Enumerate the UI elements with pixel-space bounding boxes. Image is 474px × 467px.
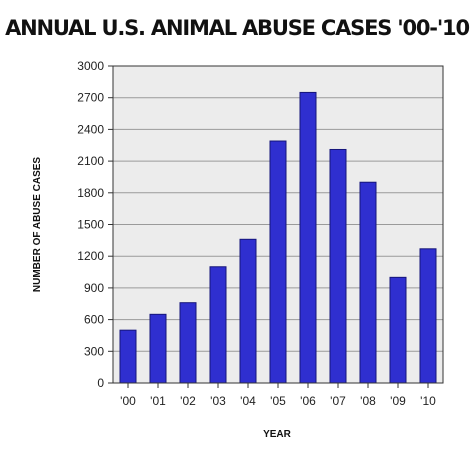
y-axis-label: NUMBER OF ABUSE CASES [32, 157, 43, 293]
bar [149, 313, 167, 384]
y-tick-label: 900 [84, 281, 104, 295]
x-tick-label: '06 [300, 394, 316, 408]
bar [119, 329, 137, 384]
plot-frame [112, 65, 444, 384]
x-tick-label: '08 [360, 394, 376, 408]
x-tick-label: '10 [420, 394, 436, 408]
x-tick-label: '04 [240, 394, 256, 408]
x-tick-label: '01 [150, 394, 166, 408]
y-tick-label: 1200 [77, 249, 104, 263]
x-tick-label: '09 [390, 394, 406, 408]
x-axis-label: YEAR [263, 429, 292, 440]
y-tick-label: 3000 [77, 59, 104, 73]
bar [359, 181, 377, 384]
y-tick-label: 0 [97, 376, 104, 390]
bar [419, 248, 437, 384]
x-tick-label: '02 [180, 394, 196, 408]
x-tick-label: '03 [210, 394, 226, 408]
bar [269, 140, 287, 384]
y-tick-label: 2400 [77, 122, 104, 136]
bar [389, 276, 407, 384]
x-tick-label: '00 [120, 394, 136, 408]
bar [299, 91, 317, 384]
y-tick-label: 300 [84, 344, 104, 358]
y-tick-label: 1800 [77, 186, 104, 200]
x-tick-label: '07 [330, 394, 346, 408]
bar [179, 302, 197, 384]
y-tick-label: 1500 [77, 218, 104, 232]
y-tick-label: 600 [84, 313, 104, 327]
y-tick-label: 2100 [77, 154, 104, 168]
y-tick-label: 2700 [77, 91, 104, 105]
y-axis-ticks: 0 300 600 900 1200 1500 1800 2100 2400 2700 3000 [77, 59, 113, 390]
bar [209, 266, 227, 384]
bar [329, 148, 347, 384]
x-tick-label: '05 [270, 394, 286, 408]
chart-title: ANNUAL U.S. ANIMAL ABUSE CASES '00-'10 [5, 16, 470, 40]
x-axis-ticks: '00 '01 '02 '03 '04 '05 '06 '07 '08 '09 '10 [120, 383, 436, 408]
bar [239, 238, 257, 384]
